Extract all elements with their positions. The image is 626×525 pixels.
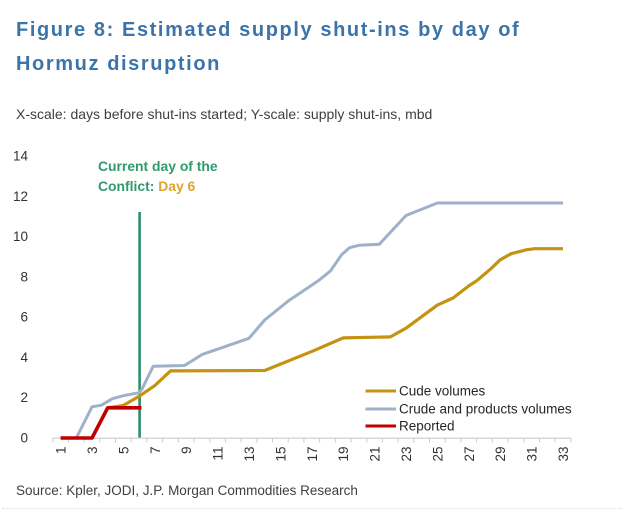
svg-text:17: 17 bbox=[305, 447, 320, 462]
svg-text:5: 5 bbox=[116, 447, 131, 455]
svg-text:Crude and products volumes: Crude and products volumes bbox=[399, 402, 572, 417]
svg-text:9: 9 bbox=[179, 447, 194, 455]
svg-text:Cude volumes: Cude volumes bbox=[399, 384, 486, 399]
svg-text:Current day of the: Current day of the bbox=[98, 158, 218, 174]
svg-text:Reported: Reported bbox=[399, 419, 455, 434]
svg-text:6: 6 bbox=[20, 310, 28, 325]
svg-text:3: 3 bbox=[85, 447, 100, 455]
svg-text:33: 33 bbox=[556, 447, 571, 462]
svg-text:11: 11 bbox=[211, 447, 226, 461]
svg-text:8: 8 bbox=[20, 269, 28, 284]
svg-text:15: 15 bbox=[273, 447, 288, 462]
svg-text:1: 1 bbox=[54, 447, 69, 455]
svg-text:23: 23 bbox=[399, 447, 414, 462]
svg-text:4: 4 bbox=[20, 350, 28, 365]
svg-text:12: 12 bbox=[13, 189, 28, 204]
svg-text:10: 10 bbox=[13, 229, 28, 244]
svg-text:21: 21 bbox=[368, 447, 383, 462]
svg-text:19: 19 bbox=[336, 447, 351, 462]
svg-text:13: 13 bbox=[242, 447, 257, 462]
svg-text:25: 25 bbox=[430, 447, 445, 462]
svg-text:27: 27 bbox=[462, 447, 477, 462]
svg-text:31: 31 bbox=[525, 447, 540, 462]
svg-text:2: 2 bbox=[20, 390, 28, 405]
svg-text:14: 14 bbox=[13, 149, 29, 164]
svg-text:7: 7 bbox=[148, 447, 163, 455]
svg-text:Conflict: Day 6: Conflict: Day 6 bbox=[98, 178, 196, 194]
svg-text:29: 29 bbox=[493, 447, 508, 462]
svg-text:0: 0 bbox=[20, 431, 28, 446]
